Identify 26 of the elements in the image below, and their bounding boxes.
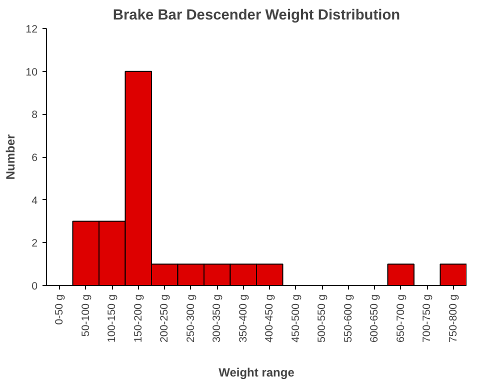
y-tick-label: 12	[26, 24, 38, 36]
y-tick-label: 4	[32, 194, 38, 207]
x-tick-label: 700-750 g	[421, 294, 434, 342]
chart-title: Brake Bar Descender Weight Distribution	[112, 8, 400, 24]
x-tick-label: 400-450 g	[264, 294, 276, 342]
x-tick-label: 0-50 g	[54, 294, 66, 325]
y-tick-label: 10	[26, 66, 38, 78]
x-tick-label: 600-650 g	[368, 294, 381, 342]
x-tick-label: 50-100 g	[80, 294, 92, 337]
x-tick-label: 650-700 g	[394, 294, 407, 342]
y-axis-title: Number	[4, 134, 18, 180]
y-tick-label: 8	[32, 109, 38, 122]
x-tick-label: 550-600 g	[342, 294, 354, 342]
x-tick-label: 250-300 g	[184, 294, 197, 342]
x-tick-label: 450-500 g	[290, 294, 302, 342]
y-tick-label: 2	[32, 238, 38, 250]
x-tick-label: 150-200 g	[132, 294, 144, 342]
x-tick-label: 100-150 g	[106, 294, 118, 342]
x-axis-title: Weight range	[218, 365, 295, 380]
x-tick-label: 750-800 g	[447, 294, 460, 342]
y-tick-label: 0	[32, 280, 38, 292]
x-tick-label: 500-550 g	[316, 294, 328, 342]
x-tick-label: 300-350 g	[211, 294, 224, 342]
y-tick-label: 6	[32, 152, 38, 164]
x-tick-label: 350-400 g	[237, 294, 250, 342]
x-tick-label: 200-250 g	[158, 294, 171, 342]
